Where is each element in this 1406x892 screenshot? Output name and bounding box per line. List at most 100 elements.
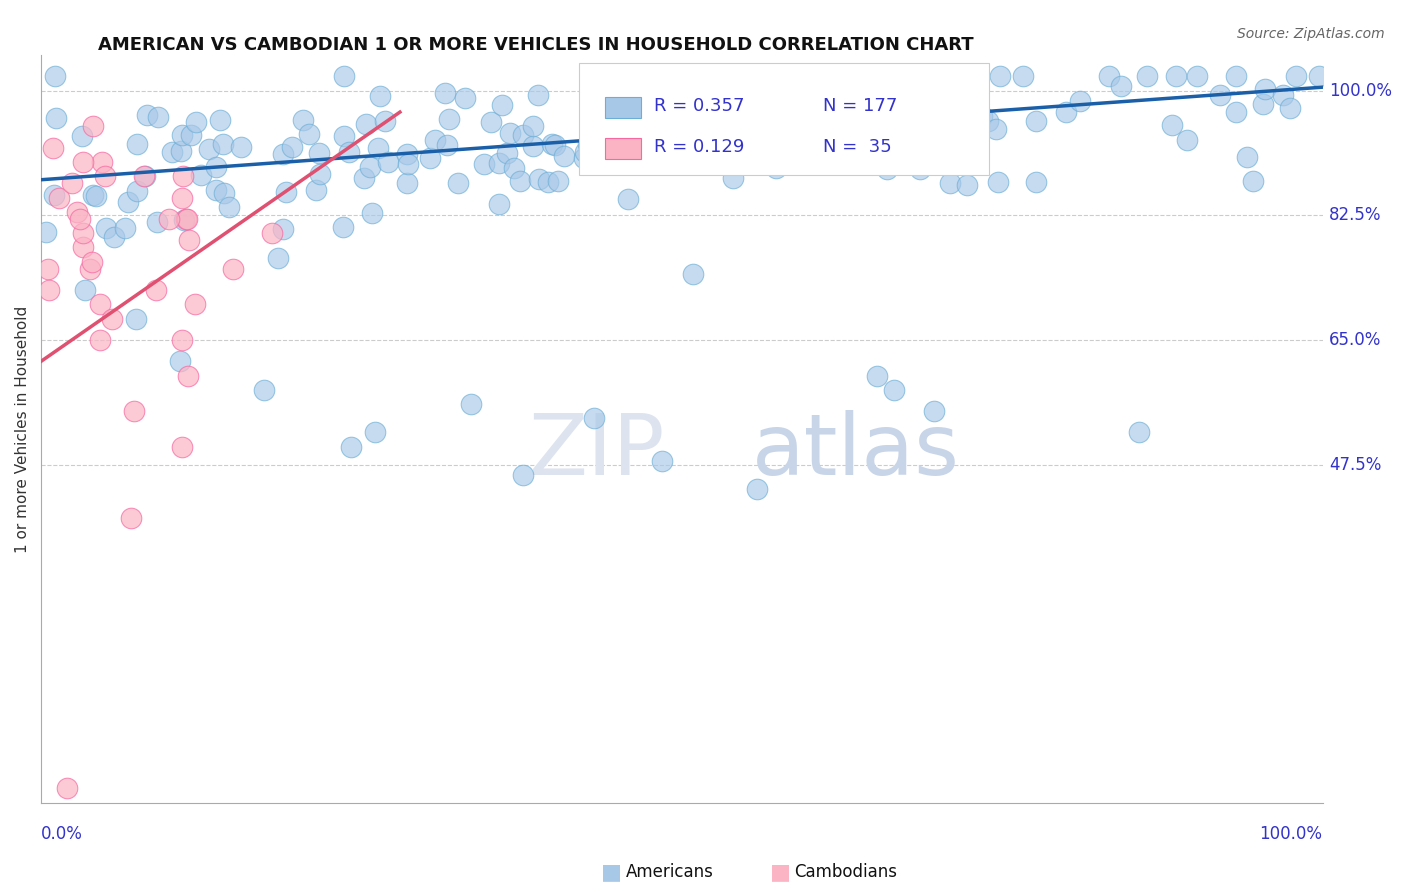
Point <box>645 128 668 143</box>
Point <box>620 70 643 85</box>
Point <box>682 268 704 282</box>
Point <box>308 146 330 161</box>
Point <box>1278 102 1301 116</box>
Point <box>60 176 83 190</box>
Point <box>716 102 738 116</box>
Point <box>42 188 65 202</box>
Point <box>45 112 67 126</box>
Point <box>89 333 111 347</box>
Point <box>512 468 534 483</box>
Point <box>337 145 360 159</box>
Point <box>72 240 94 254</box>
Point <box>174 211 197 226</box>
Point <box>553 149 575 163</box>
Point <box>547 174 569 188</box>
Point <box>1025 113 1047 128</box>
Point <box>1164 70 1187 84</box>
Point <box>920 80 942 95</box>
Point <box>70 128 93 143</box>
Point <box>803 133 825 147</box>
Point <box>436 138 458 153</box>
Text: N = 177: N = 177 <box>823 97 897 115</box>
Point <box>281 140 304 154</box>
Point <box>977 114 1000 128</box>
Point <box>1175 133 1198 147</box>
Point <box>876 161 898 176</box>
Point <box>122 404 145 418</box>
Point <box>94 221 117 235</box>
Point <box>1209 88 1232 103</box>
Point <box>69 211 91 226</box>
Point <box>572 151 595 165</box>
Point <box>209 112 232 127</box>
Text: Source: ZipAtlas.com: Source: ZipAtlas.com <box>1237 27 1385 41</box>
Point <box>689 148 711 162</box>
Point <box>939 157 962 171</box>
Point <box>127 137 149 152</box>
Point <box>173 213 195 227</box>
Point <box>135 108 157 122</box>
Point <box>917 112 939 127</box>
Point <box>374 114 396 128</box>
Point <box>218 200 240 214</box>
Point <box>333 129 356 144</box>
Point <box>488 197 510 211</box>
Point <box>927 142 949 156</box>
Point <box>988 70 1011 84</box>
Point <box>72 226 94 240</box>
Point <box>1025 175 1047 189</box>
Point <box>125 311 148 326</box>
Point <box>359 160 381 174</box>
Point <box>190 169 212 183</box>
Point <box>177 233 200 247</box>
Point <box>198 142 221 156</box>
Point <box>55 781 77 796</box>
FancyBboxPatch shape <box>605 97 641 118</box>
Point <box>148 110 170 124</box>
Text: ■: ■ <box>602 863 621 882</box>
Point <box>669 153 692 167</box>
Point <box>44 70 66 84</box>
Point <box>1254 82 1277 96</box>
Point <box>879 149 901 163</box>
Point <box>727 70 749 84</box>
Point <box>370 88 392 103</box>
Point <box>271 221 294 235</box>
Point <box>924 404 946 418</box>
Point <box>425 133 447 147</box>
Point <box>66 204 89 219</box>
Point <box>180 128 202 143</box>
Point <box>657 105 679 120</box>
Text: atlas: atlas <box>752 409 960 493</box>
Point <box>499 126 522 140</box>
Point <box>529 172 551 186</box>
Y-axis label: 1 or more Vehicles in Household: 1 or more Vehicles in Household <box>15 305 30 552</box>
Point <box>522 119 544 133</box>
Point <box>356 117 378 131</box>
Point <box>721 171 744 186</box>
Point <box>305 183 328 197</box>
Point <box>377 155 399 169</box>
Point <box>205 183 228 197</box>
Point <box>1225 104 1247 119</box>
FancyBboxPatch shape <box>605 138 641 159</box>
Point <box>170 128 193 142</box>
Point <box>82 120 104 134</box>
Point <box>1225 70 1247 84</box>
Point <box>1069 94 1091 108</box>
Point <box>868 70 890 84</box>
Point <box>579 105 602 120</box>
Point <box>172 169 194 184</box>
Point <box>419 151 441 165</box>
Point <box>681 79 703 94</box>
Point <box>127 184 149 198</box>
Point <box>544 138 567 153</box>
Text: ZIP: ZIP <box>529 409 665 493</box>
Point <box>509 174 531 188</box>
Point <box>48 190 70 204</box>
Point <box>929 106 952 120</box>
Point <box>865 368 887 383</box>
Point <box>364 425 387 440</box>
Point <box>72 155 94 169</box>
Point <box>883 383 905 397</box>
